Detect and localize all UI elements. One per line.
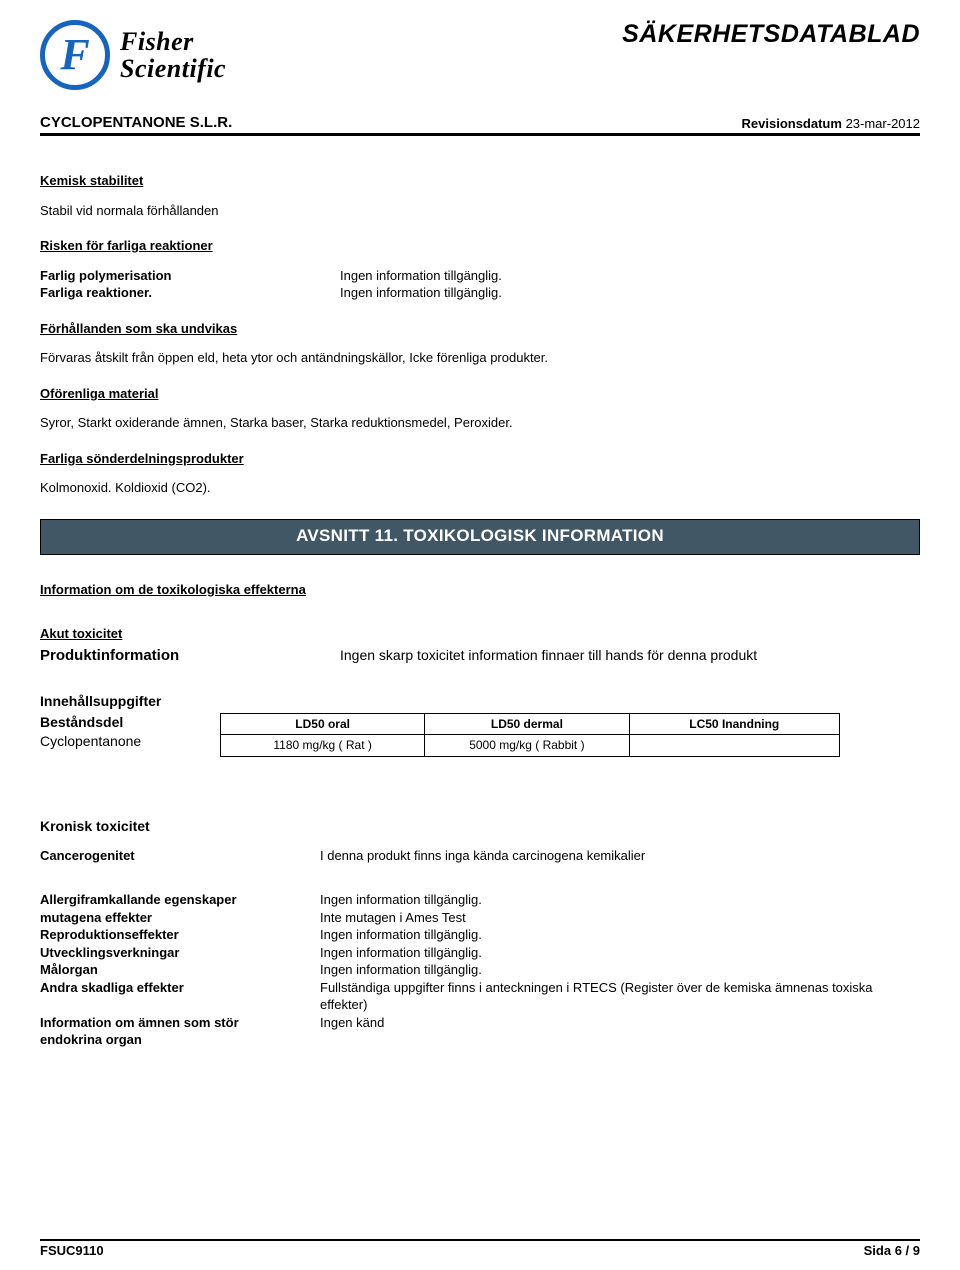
acute-heading: Akut toxicitet [40,625,920,643]
col-ld50-oral: LD50 oral [221,714,425,735]
revision-date-value: 23-mar-2012 [846,116,920,131]
component-name: Cyclopentanone [40,732,220,751]
stability-text: Stabil vid normala förhållanden [40,202,920,220]
polymerisation-row: Farlig polymerisation Ingen information … [40,267,920,285]
avoid-heading: Förhållanden som ska undvikas [40,320,920,338]
ingredients-heading: Innehållsuppgifter [40,692,920,711]
product-name: CYCLOPENTANONE S.L.R. [40,114,232,131]
allergy-row: Allergiframkallande egenskaper Ingen inf… [40,891,920,909]
development-key: Utvecklingsverkningar [40,944,320,962]
mutagenic-value: Inte mutagen i Ames Test [320,909,920,927]
allergy-key: Allergiframkallande egenskaper [40,891,320,909]
stability-heading: Kemisk stabilitet [40,172,920,190]
table-header-row: LD50 oral LD50 dermal LC50 Inandning [221,714,840,735]
footer-divider [40,1239,920,1241]
logo-line1: Fisher [120,28,226,55]
header: F Fisher Scientific SÄKERHETSDATABLAD [40,20,920,90]
decomposition-heading: Farliga sönderdelningsprodukter [40,450,920,468]
decomposition-text: Kolmonoxid. Koldioxid (CO2). [40,479,920,497]
footer-code: FSUC9110 [40,1243,104,1258]
target-organ-key: Målorgan [40,961,320,979]
logo-line2: Scientific [120,55,226,82]
cell-ld50-dermal: 5000 mg/kg ( Rabbit ) [425,735,629,756]
other-effects-value: Fullständiga uppgifter finns i antecknin… [320,979,920,1014]
reproduction-value: Ingen information tillgänglig. [320,926,920,944]
avoid-text: Förvaras åtskilt från öppen eld, heta yt… [40,349,920,367]
ingredient-label-col: Beståndsdel Cyclopentanone [40,713,220,751]
table-row: 1180 mg/kg ( Rat ) 5000 mg/kg ( Rabbit ) [221,735,840,756]
footer-page: Sida 6 / 9 [864,1243,920,1258]
incompatible-heading: Oförenliga material [40,385,920,403]
reproduction-row: Reproduktionseffekter Ingen information … [40,926,920,944]
page: F Fisher Scientific SÄKERHETSDATABLAD CY… [0,0,960,1270]
footer-row: FSUC9110 Sida 6 / 9 [40,1243,920,1258]
section-11-bar: AVSNITT 11. TOXIKOLOGISK INFORMATION [40,519,920,555]
mutagenic-row: mutagena effekter Inte mutagen i Ames Te… [40,909,920,927]
cell-lc50-inandning [629,735,839,756]
endocrine-key-line2: endokrina organ [40,1032,142,1047]
endocrine-key: Information om ämnen som stör endokrina … [40,1014,320,1049]
logo-circle-icon: F [40,20,110,90]
meta-row: CYCLOPENTANONE S.L.R. Revisionsdatum 23-… [40,114,920,131]
reactions-value: Ingen information tillgänglig. [340,284,920,302]
document-title: SÄKERHETSDATABLAD [622,20,920,49]
revision-date: Revisionsdatum 23-mar-2012 [742,116,920,131]
carcinogenicity-row: Cancerogenitet I denna produkt finns ing… [40,847,920,865]
revision-label: Revisionsdatum [742,116,842,131]
carcinogenicity-key: Cancerogenitet [40,847,320,865]
toxicity-table: LD50 oral LD50 dermal LC50 Inandning 118… [220,713,840,756]
polymerisation-value: Ingen information tillgänglig. [340,267,920,285]
product-info-row: Produktinformation Ingen skarp toxicitet… [40,646,920,666]
product-info-key: Produktinformation [40,646,340,666]
target-organ-row: Målorgan Ingen information tillgänglig. [40,961,920,979]
allergy-value: Ingen information tillgänglig. [320,891,920,909]
reproduction-key: Reproduktionseffekter [40,926,320,944]
mutagenic-key: mutagena effekter [40,909,320,927]
carcinogenicity-value: I denna produkt finns inga kända carcino… [320,847,920,865]
development-row: Utvecklingsverkningar Ingen information … [40,944,920,962]
header-divider [40,133,920,136]
tox-effects-heading: Information om de toxikologiska effekter… [40,581,920,599]
logo-block: F Fisher Scientific [40,20,226,90]
cell-ld50-oral: 1180 mg/kg ( Rat ) [221,735,425,756]
endocrine-row: Information om ämnen som stör endokrina … [40,1014,920,1049]
other-effects-row: Andra skadliga effekter Fullständiga upp… [40,979,920,1014]
col-ld50-dermal: LD50 dermal [425,714,629,735]
chronic-heading: Kronisk toxicitet [40,817,920,836]
footer: FSUC9110 Sida 6 / 9 [40,1239,920,1258]
ingredients-block: Beståndsdel Cyclopentanone LD50 oral LD5… [40,713,920,756]
other-effects-key: Andra skadliga effekter [40,979,320,1014]
reactions-row: Farliga reaktioner. Ingen information ti… [40,284,920,302]
col-lc50-inandning: LC50 Inandning [629,714,839,735]
development-value: Ingen information tillgänglig. [320,944,920,962]
endocrine-key-line1: Information om ämnen som stör [40,1015,239,1030]
component-label: Beståndsdel [40,713,220,732]
polymerisation-key: Farlig polymerisation [40,267,340,285]
product-info-value: Ingen skarp toxicitet information finnae… [340,646,920,666]
endocrine-value: Ingen känd [320,1014,920,1049]
body: Kemisk stabilitet Stabil vid normala för… [40,172,920,1049]
reactions-key: Farliga reaktioner. [40,284,340,302]
risk-heading: Risken för farliga reaktioner [40,237,920,255]
incompatible-text: Syror, Starkt oxiderande ämnen, Starka b… [40,414,920,432]
logo-letter: F [60,33,89,77]
logo-text: Fisher Scientific [120,28,226,83]
target-organ-value: Ingen information tillgänglig. [320,961,920,979]
